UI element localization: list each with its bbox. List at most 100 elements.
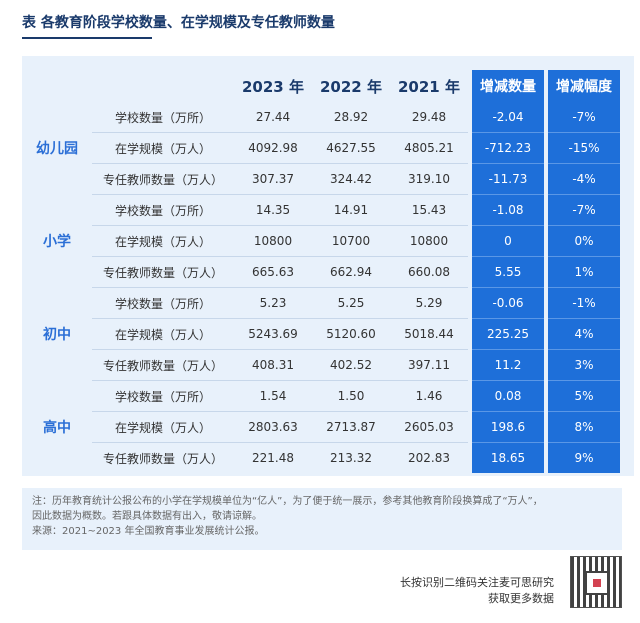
footnote-box: 注：历年教育统计公报公布的小学在学规模单位为“亿人”，为了便于统一展示，参考其他… <box>22 488 622 550</box>
value-2023-cell: 5243.69 <box>234 318 312 350</box>
table-row: 在学规模（万人） 2803.63 2713.87 2605.03 198.6 8% <box>22 411 620 443</box>
value-2021-cell: 1.46 <box>390 380 468 412</box>
value-2022-cell: 213.32 <box>330 451 372 465</box>
pct-cell: 3% <box>548 349 620 381</box>
value-2023-cell: 27.44 <box>234 102 312 133</box>
metric-cell: 学校数量（万所） <box>92 380 234 412</box>
change-cell: -0.06 <box>472 287 544 319</box>
value-2023-cell: 408.31 <box>234 349 312 381</box>
change-cell: 11.2 <box>472 349 544 381</box>
value-2021-cell: 5018.44 <box>390 318 468 350</box>
metric-cell: 专任教师数量（万人） <box>92 349 234 381</box>
metric-cell: 在学规模（万人） <box>92 411 234 443</box>
qr-code-icon <box>570 556 622 608</box>
pct-cell: 0% <box>548 225 620 257</box>
change-cell: -712.23 <box>472 132 544 164</box>
header-cell-group <box>22 70 92 102</box>
change-cell: 0 <box>472 225 544 257</box>
change-cell: 0.08 <box>472 380 544 412</box>
value-2021-cell: 397.11 <box>390 349 468 381</box>
value-2022-cell: 1.50 <box>312 380 390 412</box>
footer-text: 长按识别二维码关注麦可思研究 获取更多数据 <box>400 575 554 607</box>
pct-cell: -7% <box>548 102 620 133</box>
value-2022-cell: 2713.87 <box>312 411 390 443</box>
value-2021-cell: 660.08 <box>390 256 468 288</box>
source-line: 来源：2021~2023 年全国教育事业发展统计公报。 <box>32 526 265 537</box>
metric-cell: 学校数量（万所） <box>92 194 234 226</box>
value-2021-cell: 202.83 <box>408 451 450 465</box>
value-2023-cell: 2803.63 <box>234 411 312 443</box>
table-row: 专任教师数量（万人） 408.31 402.52 397.11 11.2 3% <box>22 349 620 381</box>
change-cell: 225.25 <box>472 318 544 350</box>
value-2022-cell: 402.52 <box>312 349 390 381</box>
footnote-line: 因此数据为概数。若跟具体数据有出入，敬请谅解。 <box>32 511 262 522</box>
title-underline <box>22 37 152 39</box>
value-2022-cell: 5.25 <box>312 287 390 319</box>
value-2023-cell: 4092.98 <box>234 132 312 164</box>
value-2021-cell: 15.43 <box>390 194 468 226</box>
pct-cell: -1% <box>548 287 620 319</box>
value-2023-cell: 307.37 <box>234 163 312 195</box>
value-2023-cell: 5.23 <box>234 287 312 319</box>
metric-cell: 专任教师数量（万人） <box>92 163 234 195</box>
value-2022-cell: 662.94 <box>312 256 390 288</box>
footer-line-2: 获取更多数据 <box>488 592 554 605</box>
metric-cell: 学校数量（万所） <box>92 287 234 319</box>
value-2022-cell: 28.92 <box>312 102 390 133</box>
table-row: 幼儿园 学校数量（万所） 27.44 28.92 29.48 -2.04 -7% <box>22 102 620 157</box>
value-2023-cell: 221.48 <box>252 451 294 465</box>
table-row: 在学规模（万人） 4092.98 4627.55 4805.21 -712.23 -15% <box>22 132 620 164</box>
pct-cell: 4% <box>548 318 620 350</box>
value-2022-cell: 5120.60 <box>312 318 390 350</box>
value-2022-cell: 4627.55 <box>312 132 390 164</box>
value-2021-cell: 4805.21 <box>390 132 468 164</box>
table-row: 在学规模（万人） 10800 10700 10800 0 0% <box>22 225 620 257</box>
metric-cell: 专任教师数量（万人） <box>102 451 223 466</box>
header-cell-2023: 2023 年 <box>242 77 304 96</box>
header-cell-pct: 增减幅度 <box>548 70 620 102</box>
value-2021-cell: 5.29 <box>390 287 468 319</box>
value-2022-cell: 10700 <box>312 225 390 257</box>
metric-cell: 学校数量（万所） <box>92 102 234 133</box>
change-cell: 18.65 <box>472 442 544 473</box>
change-cell: 198.6 <box>472 411 544 443</box>
table-title: 表 各教育阶段学校数量、在学规模及专任教师数量 <box>22 15 335 31</box>
footer-line-1: 长按识别二维码关注麦可思研究 <box>400 576 554 589</box>
table-row: 初中 学校数量（万所） 5.23 5.25 5.29 -0.06 -1% <box>22 287 620 343</box>
change-cell: 5.55 <box>472 256 544 288</box>
header-cell-2021: 2021 年 <box>398 77 460 96</box>
table-row: 专任教师数量（万人） 307.37 324.42 319.10 -11.73 -4% <box>22 163 620 195</box>
pct-cell: -15% <box>548 132 620 164</box>
value-2021-cell: 2605.03 <box>390 411 468 443</box>
header-cell-metric <box>92 70 234 102</box>
change-cell: -1.08 <box>472 194 544 226</box>
value-2021-cell: 319.10 <box>390 163 468 195</box>
pct-cell: 5% <box>548 380 620 412</box>
pct-cell: 8% <box>548 411 620 443</box>
value-2023-cell: 665.63 <box>234 256 312 288</box>
value-2023-cell: 14.35 <box>234 194 312 226</box>
table-row: 小学 学校数量（万所） 14.35 14.91 15.43 -1.08 -7% <box>22 194 620 250</box>
value-2023-cell: 1.54 <box>234 380 312 412</box>
change-cell: -2.04 <box>472 102 544 133</box>
table-row: 专任教师数量（万人） 221.48 213.32 202.83 18.65 9% <box>22 442 620 473</box>
metric-cell: 专任教师数量（万人） <box>92 256 234 288</box>
header-cell-change: 增减数量 <box>472 70 544 102</box>
pct-cell: 1% <box>548 256 620 288</box>
metric-cell: 在学规模（万人） <box>92 132 234 164</box>
table-row: 在学规模（万人） 5243.69 5120.60 5018.44 225.25 4% <box>22 318 620 350</box>
footnote-line: 注：历年教育统计公报公布的小学在学规模单位为“亿人”，为了便于统一展示，参考其他… <box>32 496 543 507</box>
header-cell-2022: 2022 年 <box>320 77 382 96</box>
group-label: 小学 <box>43 234 71 250</box>
value-2021-cell: 29.48 <box>390 102 468 133</box>
group-label: 初中 <box>43 327 71 343</box>
metric-cell: 在学规模（万人） <box>92 225 234 257</box>
data-table: 2023 年 2022 年 2021 年 增减数量 增减幅度 幼儿园 学校数量（万… <box>22 70 620 473</box>
pct-cell: -7% <box>548 194 620 226</box>
table-row: 专任教师数量（万人） 665.63 662.94 660.08 5.55 1% <box>22 256 620 288</box>
header-row: 2023 年 2022 年 2021 年 增减数量 增减幅度 <box>22 70 620 102</box>
table-body: 幼儿园 学校数量（万所） 27.44 28.92 29.48 -2.04 -7% 在学规模（万… <box>22 102 620 473</box>
group-label: 高中 <box>43 419 71 436</box>
pct-cell: 9% <box>548 442 620 473</box>
pct-cell: -4% <box>548 163 620 195</box>
